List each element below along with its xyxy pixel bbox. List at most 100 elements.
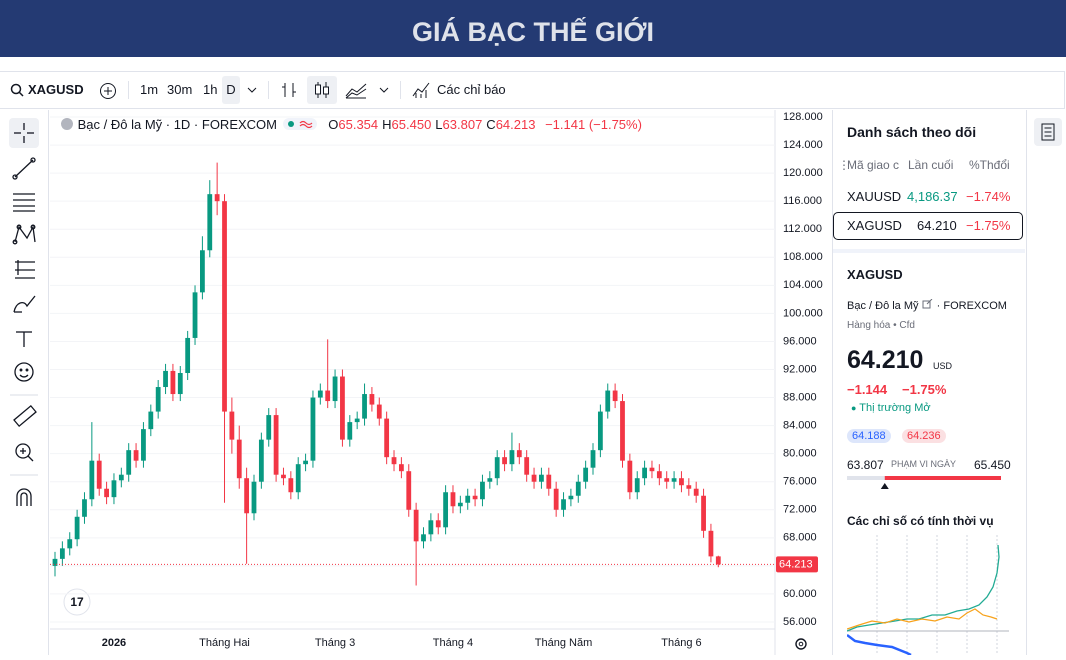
settings-gear[interactable] (795, 638, 807, 650)
tv-logo[interactable]: 17 (63, 588, 91, 616)
interval-button[interactable]: 1m (140, 82, 159, 97)
candle-body (59, 548, 65, 559)
detail-change: −1.144 (847, 382, 888, 397)
search-icon[interactable] (10, 83, 24, 97)
forecast-tool[interactable] (15, 260, 35, 279)
y-tick-label: 68.000 (783, 532, 817, 544)
symbol-logo (61, 118, 73, 130)
candle-body (244, 478, 250, 514)
column-header[interactable]: %Thđổi (969, 158, 1010, 172)
separator (268, 81, 269, 99)
ohlc-label: O (328, 117, 339, 132)
chart-pane: 17 56.00060.00064.00068.00072.00076.0008… (50, 110, 830, 655)
candle-body (340, 376, 345, 440)
candle-body (111, 480, 117, 498)
external-link-icon[interactable] (922, 298, 934, 309)
style-chevron[interactable] (379, 86, 389, 94)
row-last: 4,186.37 (907, 189, 958, 204)
candle-body (509, 450, 515, 465)
candle-body (443, 492, 449, 528)
candle-body (686, 485, 692, 489)
interval-chevron[interactable] (247, 86, 257, 94)
chart: 17 56.00060.00064.00068.00072.00076.0008… (50, 110, 823, 655)
candle-body (693, 488, 699, 496)
page-title: GIÁ BẠC THẾ GIỚI (411, 17, 655, 47)
ask-badge: 64.236 (902, 429, 946, 443)
bid-badge: 64.188 (847, 429, 891, 443)
detail-currency: USD (933, 361, 953, 371)
compare-button[interactable] (99, 82, 117, 100)
row-change: −1.75% (966, 218, 1011, 233)
candle-body (583, 467, 589, 482)
brush-tool[interactable] (13, 295, 36, 313)
candle-body (590, 450, 596, 468)
candle-body (295, 464, 301, 493)
zoom-tool[interactable] (15, 443, 34, 462)
interval-button-active[interactable]: D (222, 76, 240, 104)
ohlc-label: H (382, 117, 392, 132)
y-tick-label: 84.000 (783, 420, 817, 432)
candle-body (332, 376, 338, 402)
column-header[interactable]: Lần cuối (908, 158, 954, 172)
candle-body (347, 422, 353, 440)
interval-button[interactable]: 30m (167, 82, 193, 97)
symbol-search[interactable]: XAGUSD (28, 82, 84, 97)
x-tick-label: 2026 (102, 637, 126, 649)
interval-button[interactable]: 1h (203, 82, 218, 97)
range-label: PHẠM VI NGÀY (891, 459, 957, 469)
candles-icon (315, 82, 329, 98)
candle-body (634, 478, 640, 493)
candle-body (428, 520, 434, 535)
candle-body (236, 439, 242, 479)
pattern-tool[interactable] (12, 224, 36, 245)
ruler-tool[interactable] (13, 404, 37, 428)
candle-body (170, 370, 176, 395)
candle-body (701, 495, 706, 531)
indicators-button[interactable]: Các chỉ báo (437, 82, 506, 97)
candle-body (288, 478, 294, 493)
range-high: 65.450 (974, 458, 1011, 472)
candle-body (561, 499, 566, 510)
watchlist-row[interactable]: XAUUSD 4,186.37 −1.74% (833, 184, 1023, 210)
fib-tool[interactable] (13, 193, 35, 212)
watchlist-button[interactable] (1034, 118, 1062, 146)
row-symbol: XAGUSD (847, 218, 902, 233)
candles-style-active[interactable] (307, 76, 337, 104)
candle-body (546, 474, 552, 489)
right-rail (1026, 110, 1066, 655)
column-header[interactable]: Mã giao c (847, 158, 900, 172)
svg-text:17: 17 (70, 595, 84, 609)
candle-body (207, 194, 213, 251)
area-style[interactable] (345, 81, 367, 99)
candle-body (575, 481, 581, 496)
right-panel: Danh sách theo dõi ⋮ Mã giao c Lần cuối … (832, 110, 1025, 655)
range-marker (880, 483, 889, 489)
text-tool[interactable] (16, 331, 32, 347)
y-tick-label: 124.000 (783, 139, 823, 151)
x-tick-label: Tháng 4 (433, 637, 473, 649)
candle-body (487, 478, 493, 482)
row-change: −1.74% (966, 189, 1011, 204)
y-tick-label: 108.000 (783, 251, 823, 263)
watchlist-row-selected[interactable]: XAGUSD 64.210 −1.75% (833, 212, 1023, 240)
y-tick-label: 104.000 (783, 279, 823, 291)
x-tick-label: Tháng Năm (535, 637, 592, 649)
y-tick-label: 116.000 (783, 195, 822, 207)
bars-style[interactable] (281, 81, 297, 99)
panel-divider (833, 249, 1025, 253)
candle-body (273, 415, 279, 475)
candle-body (317, 390, 323, 398)
magnet-tool[interactable] (16, 488, 32, 506)
y-tick-label: 128.000 (783, 111, 823, 123)
emoji-tool[interactable] (14, 362, 34, 382)
detail-price: 64.210 (847, 346, 924, 374)
candle-body (82, 499, 87, 517)
seasonal-chart (847, 535, 1009, 655)
candle-body (126, 450, 132, 475)
trendline-tool[interactable] (12, 157, 36, 180)
candle-body (281, 474, 286, 479)
cursor-tool[interactable] (14, 123, 34, 143)
candle-body (376, 404, 382, 419)
x-tick-label: Tháng 6 (661, 637, 701, 649)
indicators-icon[interactable] (412, 81, 430, 99)
